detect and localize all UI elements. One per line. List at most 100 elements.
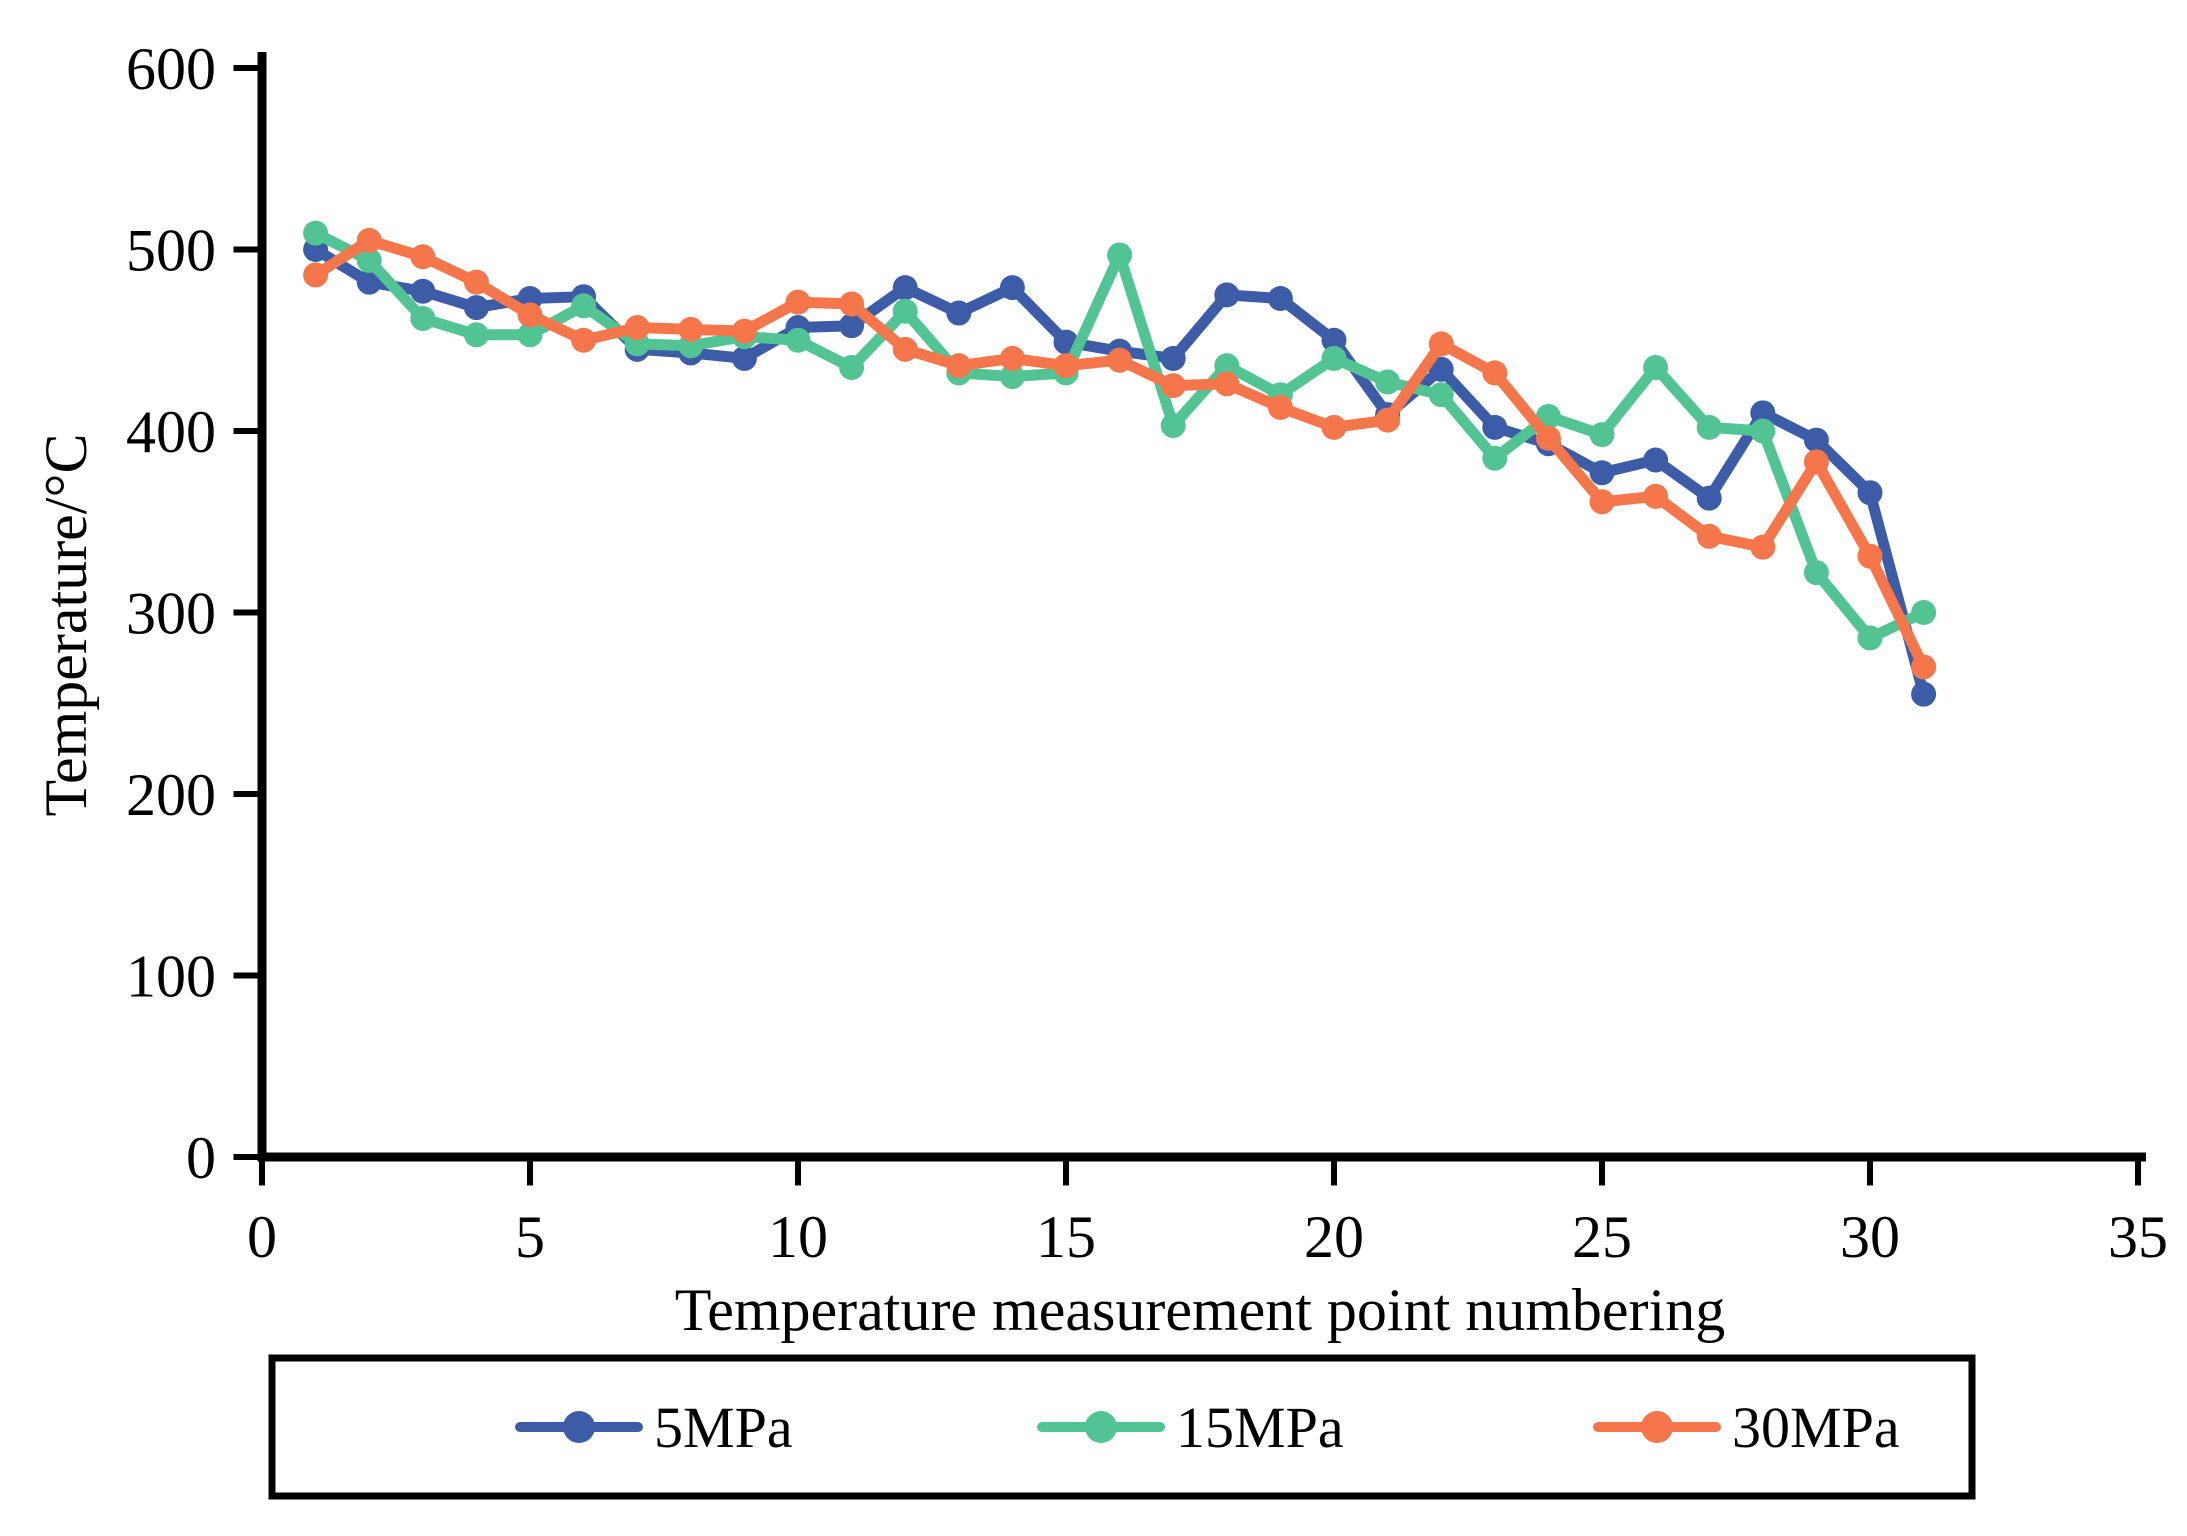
- legend-box: 5MPa 15MPa 30MPa: [268, 1354, 1976, 1500]
- data-point-15MPa-17: [1160, 413, 1186, 439]
- data-point-15MPa-6: [571, 293, 597, 319]
- y-tick-label: 0: [186, 1125, 216, 1191]
- data-point-15MPa-27: [1696, 414, 1722, 440]
- data-point-15MPa-12: [892, 298, 918, 324]
- data-point-5MPa-19: [1267, 286, 1293, 312]
- data-point-30MPa-30: [1857, 543, 1883, 569]
- y-tick-label: 500: [126, 218, 216, 284]
- y-axis-ticks: 0 100 200 300 400 500 600: [126, 36, 262, 1191]
- legend-marker-dot-5MPa: [563, 1411, 595, 1443]
- data-point-30MPa-15: [1053, 353, 1079, 379]
- data-point-30MPa-5: [517, 302, 543, 328]
- data-point-15MPa-18: [1214, 353, 1240, 379]
- data-point-30MPa-23: [1482, 360, 1508, 386]
- data-point-30MPa-7: [624, 315, 650, 341]
- axis-labels: Temperature measurement point numbering T…: [33, 434, 1725, 1343]
- data-point-15MPa-14: [999, 364, 1025, 390]
- data-point-30MPa-29: [1803, 449, 1829, 475]
- y-tick-label: 100: [126, 944, 216, 1010]
- data-point-30MPa-8: [678, 316, 704, 342]
- data-point-30MPa-10: [785, 289, 811, 315]
- data-point-5MPa-18: [1214, 282, 1240, 308]
- data-point-15MPa-31: [1911, 600, 1937, 625]
- data-point-5MPa-4: [463, 295, 489, 321]
- data-point-15MPa-26: [1643, 354, 1669, 380]
- data-point-5MPa-2: [356, 269, 382, 295]
- data-point-30MPa-27: [1696, 523, 1722, 549]
- data-point-30MPa-25: [1589, 489, 1615, 515]
- data-point-5MPa-31: [1911, 681, 1937, 707]
- data-point-15MPa-22: [1428, 382, 1454, 408]
- x-tick-label: 25: [1572, 1204, 1632, 1270]
- data-point-5MPa-22: [1428, 356, 1454, 382]
- data-point-15MPa-21: [1375, 369, 1401, 395]
- y-axis-title: Temperature/°C: [33, 434, 99, 817]
- data-point-30MPa-18: [1214, 371, 1240, 397]
- data-point-15MPa-11: [839, 354, 865, 380]
- data-point-30MPa-19: [1267, 394, 1293, 420]
- data-point-15MPa-1: [303, 220, 329, 246]
- data-point-30MPa-9: [731, 318, 757, 344]
- data-point-5MPa-29: [1803, 427, 1829, 453]
- data-point-30MPa-3: [410, 244, 436, 270]
- data-point-15MPa-2: [356, 247, 382, 273]
- data-point-30MPa-14: [999, 345, 1025, 371]
- x-tick-label: 0: [247, 1204, 277, 1270]
- data-point-5MPa-28: [1750, 400, 1776, 426]
- x-tick-label: 10: [768, 1204, 828, 1270]
- data-point-15MPa-4: [463, 322, 489, 348]
- y-tick-label: 300: [126, 581, 216, 647]
- data-point-5MPa-9: [731, 345, 757, 371]
- x-tick-label: 15: [1036, 1204, 1096, 1270]
- data-point-15MPa-20: [1321, 345, 1347, 371]
- data-point-15MPa-30: [1857, 625, 1883, 651]
- data-point-30MPa-16: [1107, 347, 1133, 373]
- data-point-30MPa-28: [1750, 534, 1776, 560]
- y-tick-label: 200: [126, 762, 216, 828]
- legend-marker-dot-30MPa: [1641, 1411, 1673, 1443]
- data-point-15MPa-5: [517, 322, 543, 348]
- y-tick-label: 400: [126, 399, 216, 465]
- x-tick-label: 35: [2108, 1204, 2168, 1270]
- data-point-30MPa-21: [1375, 407, 1401, 433]
- x-axis-title: Temperature measurement point numbering: [675, 1277, 1725, 1343]
- data-point-5MPa-26: [1643, 447, 1669, 473]
- data-point-5MPa-11: [839, 313, 865, 339]
- data-point-30MPa-31: [1911, 654, 1937, 680]
- data-point-30MPa-11: [839, 291, 865, 317]
- data-point-15MPa-10: [785, 327, 811, 353]
- legend-label-5MPa: 5MPa: [654, 1395, 793, 1460]
- data-point-30MPa-12: [892, 336, 918, 362]
- data-point-30MPa-2: [356, 227, 382, 253]
- data-point-15MPa-29: [1803, 560, 1829, 586]
- y-tick-label: 600: [126, 36, 216, 102]
- data-point-5MPa-13: [946, 300, 972, 326]
- legend-label-15MPa: 15MPa: [1176, 1395, 1344, 1460]
- data-point-15MPa-23: [1482, 445, 1508, 471]
- data-point-5MPa-27: [1696, 485, 1722, 511]
- data-point-5MPa-12: [892, 275, 918, 301]
- data-point-30MPa-17: [1160, 373, 1186, 399]
- data-point-15MPa-25: [1589, 422, 1615, 448]
- data-point-5MPa-25: [1589, 460, 1615, 486]
- data-point-30MPa-1: [303, 262, 329, 288]
- data-point-30MPa-13: [946, 353, 972, 379]
- data-series: [303, 220, 1937, 707]
- data-point-30MPa-26: [1643, 483, 1669, 509]
- data-point-5MPa-17: [1160, 345, 1186, 371]
- data-point-5MPa-20: [1321, 327, 1347, 353]
- legend-label-30MPa: 30MPa: [1732, 1395, 1900, 1460]
- data-point-30MPa-24: [1535, 425, 1561, 451]
- x-tick-label: 5: [515, 1204, 545, 1270]
- x-axis-ticks: 0 5 10 15 20 25 30 35: [247, 1161, 2168, 1270]
- x-tick-label: 20: [1304, 1204, 1364, 1270]
- data-point-5MPa-23: [1482, 414, 1508, 440]
- axes: [257, 52, 2146, 1162]
- data-point-5MPa-30: [1857, 480, 1883, 506]
- series-line-30MPa: [310, 234, 1930, 673]
- data-point-5MPa-3: [410, 278, 436, 304]
- data-point-30MPa-20: [1321, 414, 1347, 440]
- data-point-5MPa-14: [999, 275, 1025, 301]
